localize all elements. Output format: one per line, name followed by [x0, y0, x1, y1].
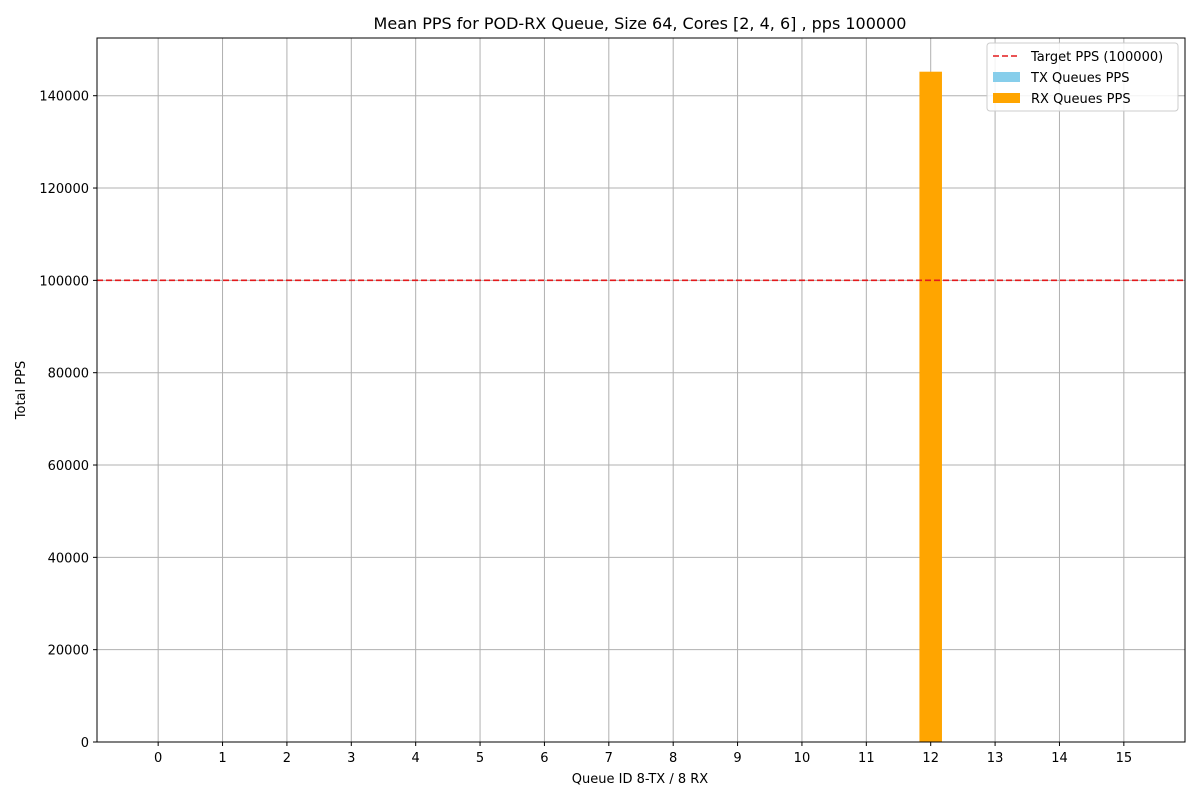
grid-layer [97, 38, 1185, 743]
y-tick-label: 60000 [48, 459, 89, 474]
x-tick-label: 3 [347, 751, 355, 766]
x-tick-label: 7 [605, 751, 613, 766]
legend-label: TX Queues PPS [1030, 71, 1130, 86]
y-axis-label: Total PPS [14, 361, 29, 420]
x-tick-label: 6 [540, 751, 548, 766]
legend: Target PPS (100000) TX Queues PPS RX Queue… [986, 42, 1179, 112]
x-tick-label: 2 [283, 751, 291, 766]
x-tick-label: 14 [1051, 751, 1068, 766]
bar [919, 71, 942, 743]
legend-label: RX Queues PPS [1031, 92, 1131, 107]
x-tick-label: 4 [412, 751, 420, 766]
x-tick-label: 12 [922, 751, 939, 766]
y-tick-label: 80000 [48, 367, 89, 382]
plot-frame [96, 37, 1186, 743]
legend-patch-swatch [993, 93, 1020, 103]
legend-label: Target PPS (100000) [1030, 50, 1163, 65]
y-tick-label: 140000 [39, 90, 89, 105]
x-tick-label: 5 [476, 751, 484, 766]
x-tick-label: 9 [733, 751, 741, 766]
x-tick-label: 0 [154, 751, 162, 766]
legend-box [986, 42, 1179, 112]
y-tick-label: 120000 [39, 182, 89, 197]
bars-layer [919, 71, 942, 743]
ticks-layer: 0 1 2 3 4 5 6 7 8 9 10 11 12 13 14 15020000400006000080… [39, 90, 1132, 766]
y-tick-label: 40000 [48, 551, 89, 566]
y-tick-label: 0 [81, 736, 89, 751]
x-tick-label: 10 [794, 751, 811, 766]
x-tick-label: 15 [1116, 751, 1133, 766]
legend-patch-swatch [993, 72, 1020, 82]
y-tick-label: 100000 [39, 274, 89, 289]
x-tick-label: 11 [858, 751, 875, 766]
x-tick-label: 1 [218, 751, 226, 766]
x-tick-label: 13 [987, 751, 1004, 766]
x-axis-label: Queue ID 8-TX / 8 RX [572, 772, 709, 787]
chart-title: Mean PPS for POD-RX Queue, Size 64, Core… [374, 14, 907, 33]
y-tick-label: 20000 [48, 644, 89, 659]
x-tick-label: 8 [669, 751, 677, 766]
